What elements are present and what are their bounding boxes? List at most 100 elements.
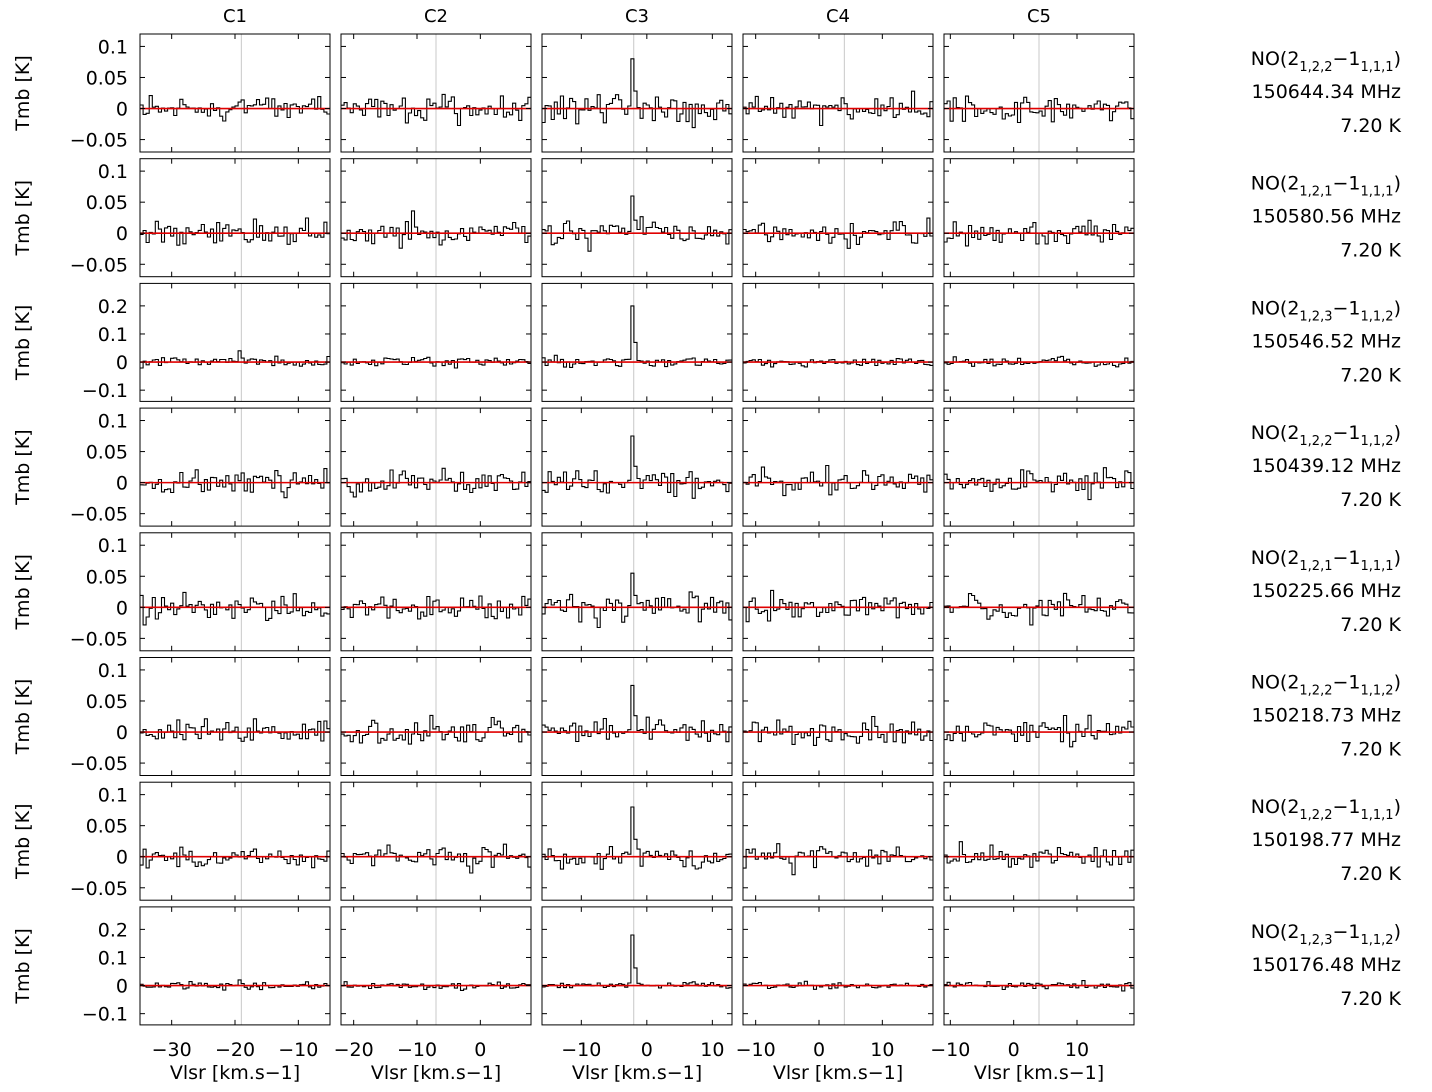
y-tick-label: 0.1 bbox=[98, 324, 128, 346]
spectrum-line bbox=[743, 843, 933, 876]
spectrum-panel-r3-c5 bbox=[943, 282, 1135, 402]
panel-frame bbox=[943, 657, 1135, 776]
panel-frame bbox=[541, 407, 733, 527]
spectrum-panel-r4-c5 bbox=[943, 407, 1135, 527]
spectrum-panel-r5-c5 bbox=[943, 532, 1135, 652]
y-tick-label: 0 bbox=[116, 597, 128, 619]
y-tick-label: 0 bbox=[116, 722, 128, 744]
spectrum-line bbox=[944, 592, 1134, 626]
y-axis-label: Tmb [K] bbox=[12, 180, 34, 257]
panel-frame bbox=[742, 282, 934, 402]
y-tick-label: −0.05 bbox=[70, 753, 128, 775]
y-tick-label: 0.05 bbox=[86, 67, 128, 89]
spectrum-panel-r7-c1 bbox=[139, 781, 331, 901]
transition-frequency: 150439.12 MHz bbox=[1252, 455, 1401, 477]
x-axis-label: Vlsr [km.s−1] bbox=[974, 1062, 1104, 1084]
x-tick-label: −10 bbox=[561, 1039, 601, 1061]
y-tick-label: −0.1 bbox=[82, 1004, 128, 1026]
y-tick-label: 0.1 bbox=[98, 535, 128, 557]
panel-frame bbox=[742, 532, 934, 652]
panel-frame bbox=[340, 657, 532, 776]
spectrum-panel-r7-c5 bbox=[943, 781, 1135, 901]
transition-name: NO(21,2,2−11,1,1) bbox=[1251, 48, 1401, 75]
spectrum-panel-r3-c3 bbox=[541, 282, 733, 402]
transition-frequency: 150176.48 MHz bbox=[1252, 954, 1401, 976]
panel-frame bbox=[943, 906, 1135, 1026]
y-tick-label: 0 bbox=[116, 847, 128, 869]
y-tick-label: 0.05 bbox=[86, 192, 128, 214]
y-tick-label: −0.05 bbox=[70, 504, 128, 526]
y-axis-label: Tmb [K] bbox=[12, 928, 34, 1005]
spectrum-panel-r6-c4 bbox=[742, 657, 934, 776]
x-tick-label: −10 bbox=[930, 1039, 970, 1061]
column-header-c1: C1 bbox=[223, 6, 247, 27]
panel-frame bbox=[742, 407, 934, 527]
panel-frame bbox=[943, 532, 1135, 652]
panel-frame bbox=[340, 532, 532, 652]
spectrum-line bbox=[542, 435, 732, 499]
spectrum-line bbox=[140, 350, 330, 369]
spectrum-panel-r2-c4 bbox=[742, 158, 934, 278]
spectrum-panel-r5-c1 bbox=[139, 532, 331, 652]
transition-frequency: 150225.66 MHz bbox=[1252, 580, 1401, 602]
panel-frame bbox=[340, 282, 532, 402]
x-tick-label: 0 bbox=[813, 1039, 825, 1061]
spectrum-panel-r5-c2 bbox=[340, 532, 532, 652]
column-header-c5: C5 bbox=[1027, 6, 1051, 27]
spectrum-line bbox=[341, 356, 531, 369]
spectrum-panel-r4-c1 bbox=[139, 407, 331, 527]
spectrum-line bbox=[743, 464, 933, 497]
panel-frame bbox=[541, 282, 733, 402]
spectrum-panel-r6-c2 bbox=[340, 657, 532, 776]
y-tick-label: 0.1 bbox=[98, 947, 128, 969]
panel-frame bbox=[340, 33, 532, 153]
panel-frame bbox=[139, 906, 331, 1026]
panel-frame bbox=[139, 158, 331, 278]
spectrum-line bbox=[944, 714, 1134, 748]
spectrum-panel-r7-c3 bbox=[541, 781, 733, 901]
spectrum-line bbox=[140, 846, 330, 869]
spectrum-panel-r1-c1 bbox=[139, 33, 331, 153]
panel-frame bbox=[541, 158, 733, 278]
spectrum-panel-r6-c5 bbox=[943, 657, 1135, 776]
panel-frame bbox=[340, 158, 532, 278]
x-tick-label: 10 bbox=[1065, 1039, 1089, 1061]
panel-frame bbox=[943, 158, 1135, 278]
panel-frame bbox=[541, 781, 733, 901]
spectrum-line bbox=[341, 981, 531, 991]
transition-name: NO(21,2,2−11,1,1) bbox=[1251, 796, 1401, 823]
y-tick-label: 0 bbox=[116, 976, 128, 998]
panel-grid bbox=[139, 33, 1135, 1026]
x-tick-label: 10 bbox=[870, 1039, 894, 1061]
x-axis-label: Vlsr [km.s−1] bbox=[773, 1062, 903, 1084]
spectrum-line bbox=[542, 684, 732, 743]
y-tick-label: 0.05 bbox=[86, 442, 128, 464]
column-header-c4: C4 bbox=[826, 6, 850, 27]
spectrum-line bbox=[944, 95, 1134, 124]
y-tick-label: 0 bbox=[116, 99, 128, 121]
spectrum-panel-r8-c5 bbox=[943, 906, 1135, 1026]
y-axis-label: Tmb [K] bbox=[12, 554, 34, 631]
transition-name: NO(21,2,1−11,1,1) bbox=[1251, 173, 1401, 200]
y-tick-label: −0.05 bbox=[70, 254, 128, 276]
spectrum-panel-r8-c3 bbox=[541, 906, 733, 1026]
panel-frame bbox=[340, 906, 532, 1026]
spectrum-line bbox=[542, 195, 732, 252]
x-tick-label: −10 bbox=[397, 1039, 437, 1061]
transition-frequency: 150580.56 MHz bbox=[1252, 206, 1401, 228]
y-axis-label: Tmb [K] bbox=[12, 429, 34, 506]
panel-frame bbox=[139, 657, 331, 776]
panel-frame bbox=[742, 781, 934, 901]
spectrum-panel-r1-c3 bbox=[541, 33, 733, 153]
x-axis-label: Vlsr [km.s−1] bbox=[572, 1062, 702, 1084]
spectrum-line bbox=[944, 219, 1134, 247]
spectrum-line bbox=[743, 715, 933, 746]
x-tick-label: −20 bbox=[334, 1039, 374, 1061]
spectrum-line bbox=[140, 591, 330, 626]
x-axis-label: Vlsr [km.s−1] bbox=[170, 1062, 300, 1084]
spectrum-line bbox=[341, 210, 531, 249]
y-tick-label: 0 bbox=[116, 473, 128, 495]
x-tick-label: −30 bbox=[152, 1039, 192, 1061]
x-axis-label: Vlsr [km.s−1] bbox=[371, 1062, 501, 1084]
